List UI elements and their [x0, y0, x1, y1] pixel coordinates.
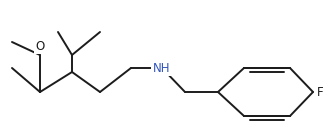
- Text: O: O: [35, 39, 45, 52]
- Text: F: F: [317, 86, 324, 98]
- Text: NH: NH: [153, 61, 171, 75]
